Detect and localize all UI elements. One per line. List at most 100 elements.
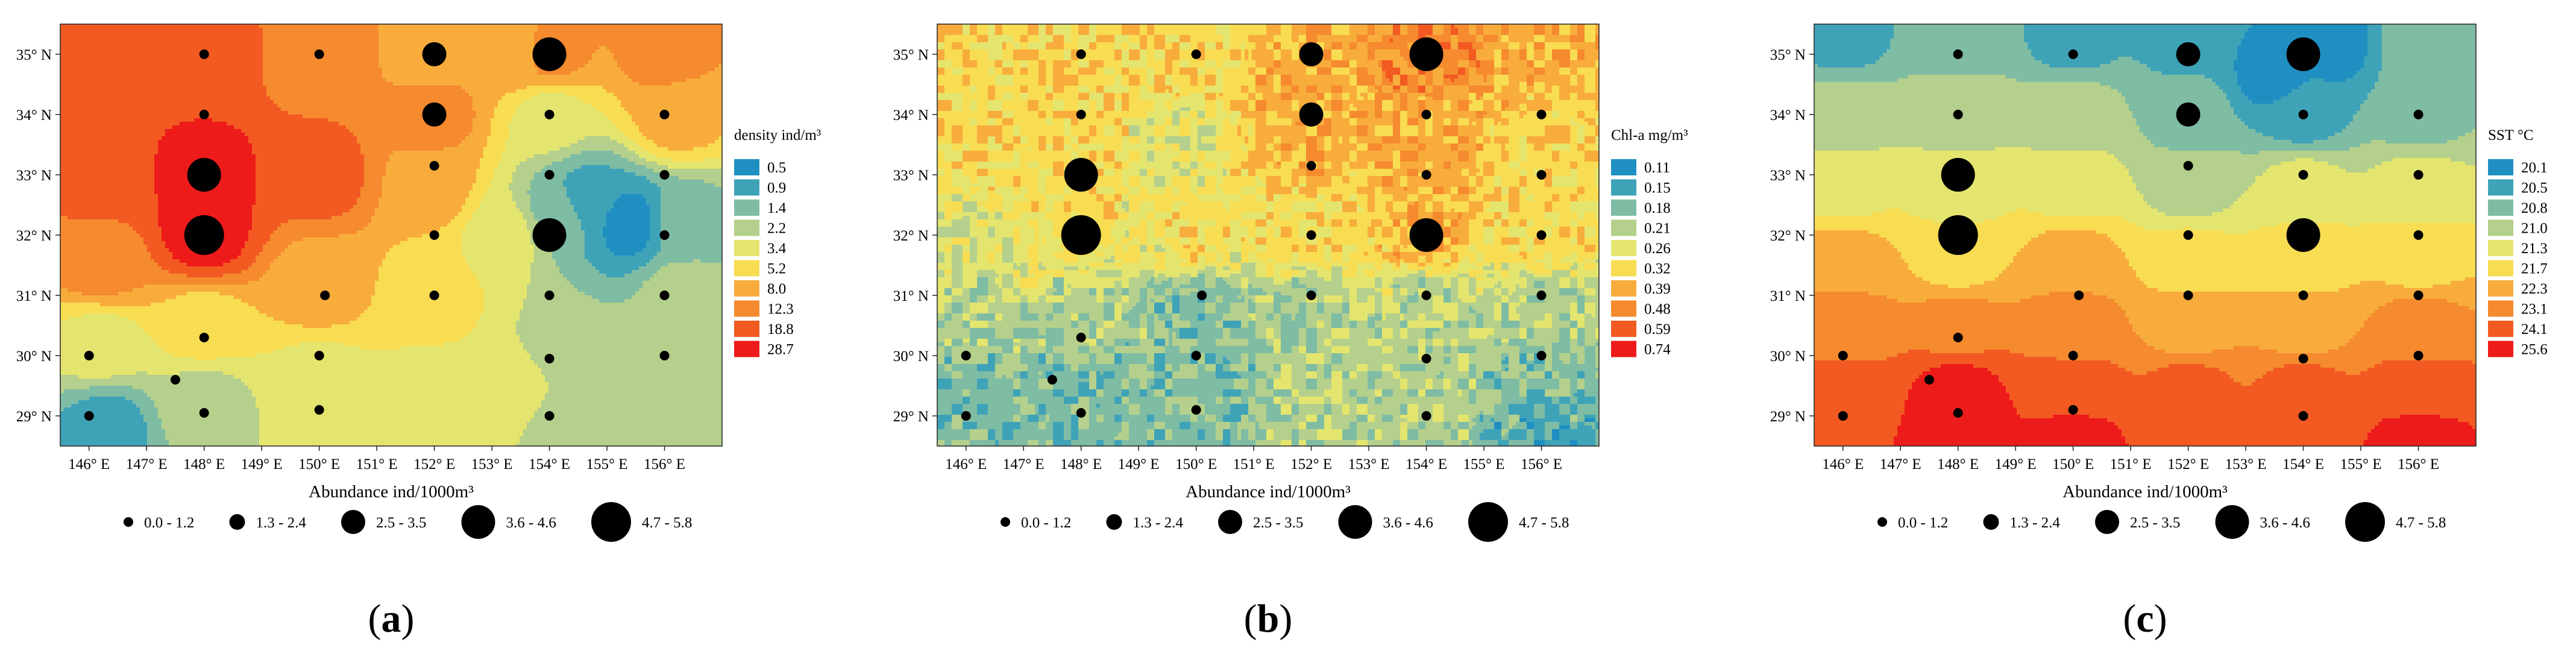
station-dot	[1537, 230, 1547, 240]
color-legend-label: 0.15	[1644, 180, 1671, 196]
station-dot	[84, 351, 94, 360]
station-dot	[199, 49, 209, 59]
size-legend-label: 4.7 - 5.8	[642, 515, 692, 531]
color-legend-title: Chl-a mg/m³	[1611, 127, 1688, 143]
station-dot	[2069, 405, 2078, 415]
station-dot	[84, 411, 94, 421]
color-legend-swatch	[2488, 280, 2513, 297]
color-legend-label: 5.2	[767, 261, 786, 277]
station-dot	[1076, 49, 1086, 59]
station-dot	[1537, 291, 1547, 300]
color-legend-label: 0.18	[1644, 200, 1671, 216]
color-legend-label: 0.11	[1644, 160, 1670, 176]
station-dot	[1924, 375, 1934, 385]
station-dot	[2069, 351, 2078, 360]
color-legend-swatch	[2488, 260, 2513, 277]
panel-2: 35° N34° N33° N32° N31° N30° N29° N146° …	[893, 24, 1688, 641]
y-tick-label: 33° N	[893, 168, 929, 184]
station-dot	[199, 408, 209, 418]
color-legend-label: 20.1	[2521, 160, 2548, 176]
color-legend-label: 3.4	[767, 240, 787, 257]
color-legend-label: 25.6	[2521, 342, 2548, 358]
color-legend-swatch	[2488, 301, 2513, 317]
panel-1: 35° N34° N33° N32° N31° N30° N29° N146° …	[16, 24, 821, 641]
station-dot	[545, 170, 554, 180]
station-dot	[1307, 161, 1316, 171]
x-tick-label: 156° E	[644, 456, 685, 473]
color-legend-swatch	[734, 321, 759, 337]
color-legend-label: 0.26	[1644, 240, 1671, 257]
y-tick-label: 32° N	[16, 228, 52, 244]
color-legend-swatch	[1611, 180, 1636, 196]
color-legend-swatch	[1611, 341, 1636, 357]
size-legend-dot	[2095, 510, 2119, 534]
x-tick-label: 150° E	[298, 456, 340, 473]
station-dot	[2176, 102, 2201, 127]
color-legend-label: 0.21	[1644, 221, 1671, 237]
y-tick-label: 32° N	[1770, 228, 1806, 244]
y-tick-label: 33° N	[16, 168, 52, 184]
station-dot	[660, 110, 670, 119]
size-legend-dot	[1107, 514, 1122, 530]
station-dot	[2299, 354, 2308, 363]
station-dot	[1422, 110, 1431, 119]
station-dot	[1422, 411, 1431, 421]
color-legend-swatch	[734, 180, 759, 196]
station-dot	[1953, 333, 1963, 342]
color-legend-label: 22.3	[2521, 281, 2548, 297]
x-tick-label: 149° E	[1995, 456, 2037, 473]
station-dot	[533, 37, 567, 71]
station-dot	[1064, 158, 1098, 192]
station-dot	[2184, 161, 2193, 171]
size-legend-label: 3.6 - 4.6	[506, 515, 556, 531]
station-dot	[545, 354, 554, 363]
y-tick-label: 34° N	[16, 107, 52, 124]
station-dot	[961, 411, 971, 421]
station-dot	[1197, 291, 1207, 300]
station-dot	[184, 215, 224, 255]
color-legend-label: 18.8	[767, 321, 794, 338]
station-dot	[660, 351, 670, 360]
y-tick-label: 35° N	[1770, 47, 1806, 63]
x-tick-label: 149° E	[1118, 456, 1160, 473]
size-legend-label: 1.3 - 2.4	[256, 515, 307, 531]
color-legend-swatch	[1611, 200, 1636, 216]
x-tick-label: 155° E	[2340, 456, 2382, 473]
color-legend-swatch	[1611, 220, 1636, 236]
station-dot	[545, 411, 554, 421]
station-dot	[660, 170, 670, 180]
station-dot	[1422, 291, 1431, 300]
color-legend-swatch	[734, 220, 759, 236]
x-tick-label: 146° E	[68, 456, 110, 473]
station-dot	[2299, 411, 2308, 421]
station-dot	[1192, 351, 1201, 360]
station-dot	[2414, 110, 2424, 119]
x-axis-title: Abundance ind/1000m³	[2062, 482, 2228, 501]
y-tick-label: 29° N	[16, 409, 52, 425]
station-dot	[1299, 102, 1324, 127]
color-legend-label: 0.48	[1644, 301, 1671, 318]
color-legend-label: 8.0	[767, 281, 786, 297]
size-legend-label: 1.3 - 2.4	[1133, 515, 1184, 531]
station-dot	[320, 291, 330, 300]
station-dot	[961, 351, 971, 360]
station-dot	[315, 351, 324, 360]
x-tick-label: 146° E	[1822, 456, 1864, 473]
color-legend-label: 0.39	[1644, 281, 1671, 297]
station-dot	[1537, 170, 1547, 180]
station-dot	[1938, 215, 1978, 255]
station-dot	[1307, 291, 1316, 300]
size-legend-dot	[1001, 517, 1010, 527]
color-legend-label: 21.0	[2521, 221, 2548, 237]
station-dot	[430, 161, 439, 171]
station-dot	[660, 291, 670, 300]
y-tick-label: 31° N	[1770, 288, 1806, 304]
station-dot	[2414, 170, 2424, 180]
station-dot	[1941, 158, 1975, 192]
x-tick-label: 146° E	[945, 456, 987, 473]
x-tick-label: 148° E	[183, 456, 225, 473]
size-legend-label: 2.5 - 3.5	[2130, 515, 2180, 531]
x-tick-label: 155° E	[1463, 456, 1505, 473]
y-tick-label: 33° N	[1770, 168, 1806, 184]
